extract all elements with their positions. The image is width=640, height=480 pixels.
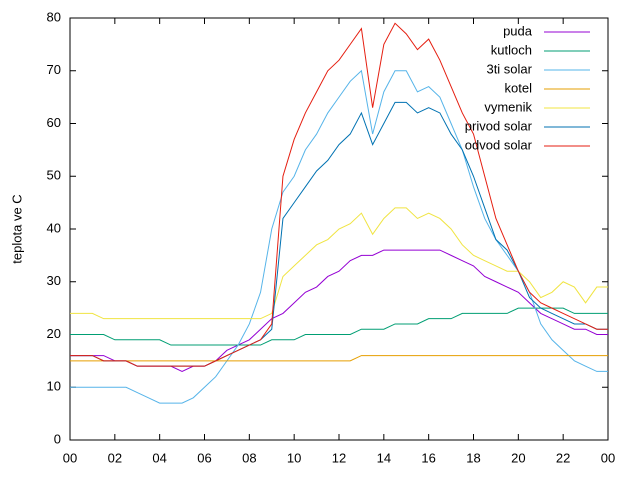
legend-label: kutloch: [491, 42, 532, 57]
legend-label: privod solar: [465, 118, 533, 133]
series-line: [70, 249, 608, 372]
legend-label: kotel: [505, 80, 533, 95]
y-tick-label: 70: [47, 62, 61, 77]
series-line: [70, 355, 608, 362]
x-tick-label: 08: [242, 450, 256, 465]
y-tick-label: 80: [47, 9, 61, 24]
x-tick-label: 00: [601, 450, 615, 465]
y-tick-label: 0: [54, 431, 61, 446]
x-tick-label: 22: [556, 450, 570, 465]
x-tick-label: 16: [421, 450, 435, 465]
series-line: [70, 307, 608, 346]
series-line: [70, 207, 608, 320]
x-tick-label: 20: [511, 450, 525, 465]
legend-label: 3ti solar: [486, 61, 532, 76]
x-tick-label: 10: [287, 450, 301, 465]
y-tick-label: 60: [47, 115, 61, 130]
y-tick-label: 20: [47, 326, 61, 341]
x-tick-label: 18: [466, 450, 480, 465]
x-tick-label: 06: [197, 450, 211, 465]
y-tick-label: 10: [47, 379, 61, 394]
x-tick-label: 02: [108, 450, 122, 465]
legend-label: vymenik: [484, 99, 532, 114]
y-tick-label: 30: [47, 273, 61, 288]
series-line: [70, 22, 608, 367]
x-tick-label: 00: [63, 450, 77, 465]
legend-label: puda: [503, 23, 533, 38]
y-axis-label: teplota ve C: [9, 194, 24, 263]
y-tick-label: 40: [47, 220, 61, 235]
x-tick-label: 12: [332, 450, 346, 465]
y-tick-label: 50: [47, 168, 61, 183]
legend-label: odvod solar: [465, 137, 533, 152]
x-tick-label: 14: [377, 450, 391, 465]
x-tick-label: 04: [152, 450, 166, 465]
